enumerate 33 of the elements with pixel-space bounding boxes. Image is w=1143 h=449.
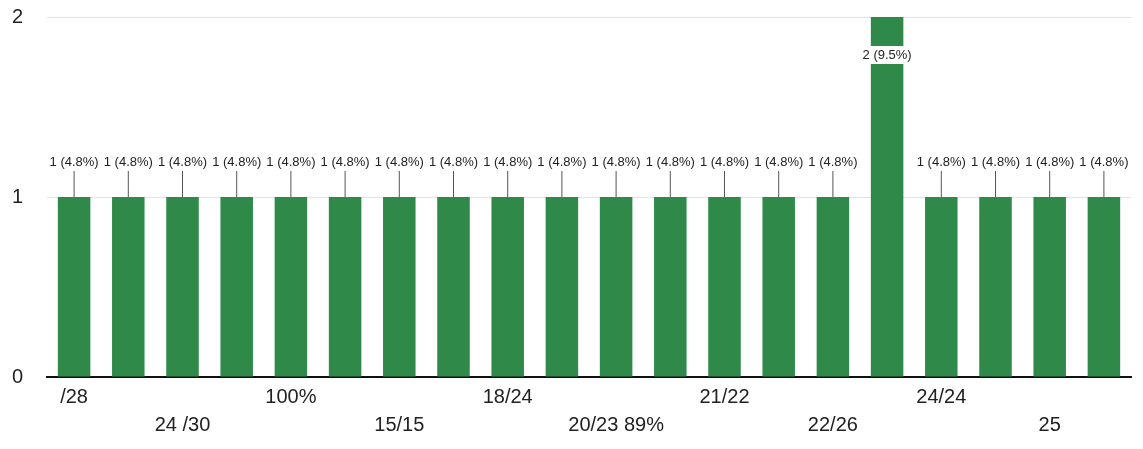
y-tick-label: 0 bbox=[11, 364, 23, 387]
data-label: 2 (9.5%) bbox=[862, 46, 912, 62]
data-label: 1 (4.8%) bbox=[1025, 153, 1075, 169]
data-label: 1 (4.8%) bbox=[483, 153, 533, 169]
data-label: 1 (4.8%) bbox=[428, 153, 479, 169]
data-label: 1 (4.8%) bbox=[320, 153, 370, 169]
data-label: 1 (4.8%) bbox=[103, 153, 153, 169]
x-tick-label: 100% bbox=[265, 384, 317, 407]
y-tick-label: 1 bbox=[11, 184, 23, 207]
x-tick-label: 18/24 bbox=[482, 384, 533, 407]
data-label: 1 (4.8%) bbox=[916, 153, 966, 169]
y-tick-label: 2 bbox=[11, 4, 23, 27]
x-tick-label: 15/15 bbox=[374, 412, 425, 435]
x-tick-label: 20/23 89% bbox=[568, 412, 665, 435]
x-tick-label: 25 bbox=[1038, 412, 1061, 435]
data-label: 1 (4.8%) bbox=[266, 153, 316, 169]
data-label: 1 (4.8%) bbox=[645, 153, 695, 169]
data-label: 1 (4.8%) bbox=[699, 153, 750, 169]
x-tick-label: 21/22 bbox=[699, 384, 750, 407]
data-label: 1 (4.8%) bbox=[591, 153, 641, 169]
data-label: 1 (4.8%) bbox=[754, 153, 804, 169]
data-label: 1 (4.8%) bbox=[537, 153, 587, 169]
data-label: 1 (4.8%) bbox=[212, 153, 262, 169]
data-label: 1 (4.8%) bbox=[1079, 153, 1129, 169]
data-label: 1 (4.8%) bbox=[49, 153, 99, 169]
x-tick-label: /28 bbox=[60, 384, 89, 407]
x-tick-label: 22/26 bbox=[807, 412, 858, 435]
data-label: 1 (4.8%) bbox=[808, 153, 858, 169]
data-label: 1 (4.8%) bbox=[374, 153, 424, 169]
x-tick-label: 24/24 bbox=[916, 384, 967, 407]
data-label: 1 (4.8%) bbox=[970, 153, 1021, 169]
x-tick-label: 24 /30 bbox=[154, 412, 211, 435]
data-label: 1 (4.8%) bbox=[157, 153, 208, 169]
